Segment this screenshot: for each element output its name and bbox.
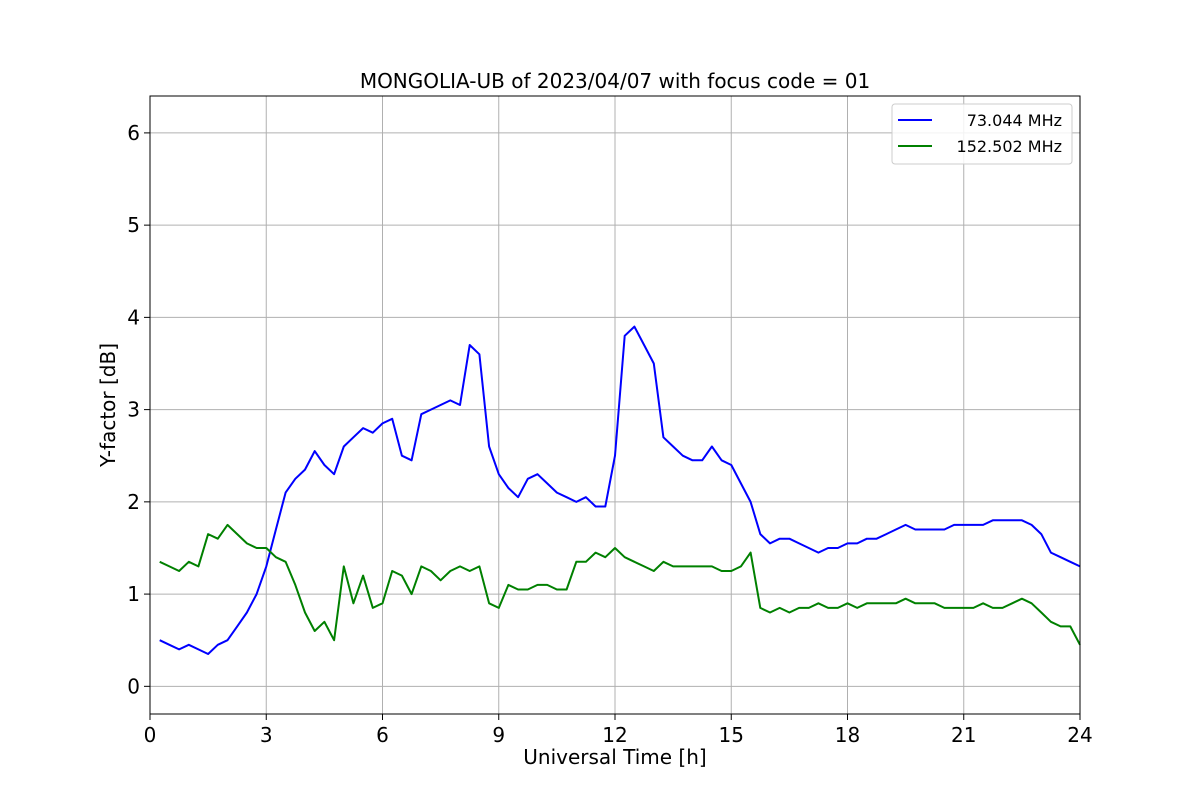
x-tick-label: 6 (376, 723, 389, 747)
x-tick-label: 24 (1067, 723, 1092, 747)
y-tick-label: 2 (127, 490, 140, 514)
x-tick-label: 21 (951, 723, 976, 747)
chart-title: MONGOLIA-UB of 2023/04/07 with focus cod… (360, 69, 870, 93)
x-axis-label: Universal Time [h] (523, 745, 706, 769)
y-axis-label: Y-factor [dB] (96, 343, 120, 468)
x-tick-label: 0 (144, 723, 157, 747)
legend-label: 73.044 MHz (967, 111, 1062, 130)
series-line-2 (159, 523, 1081, 646)
series-line-1 (159, 325, 1081, 655)
x-tick-label: 3 (260, 723, 273, 747)
y-tick-label: 4 (127, 305, 140, 329)
y-tick-label: 1 (127, 582, 140, 606)
x-tick-label: 15 (719, 723, 744, 747)
legend-box (891, 103, 1073, 165)
y-tick-label: 3 (127, 398, 140, 422)
legend: 73.044 MHz 152.502 MHz (891, 103, 1073, 165)
y-tick-label: 5 (127, 213, 140, 237)
y-tick-label: 0 (127, 674, 140, 698)
y-tick-label: 6 (127, 121, 140, 145)
x-tick-label: 12 (602, 723, 627, 747)
x-tick-label: 9 (492, 723, 505, 747)
legend-label: 152.502 MHz (957, 137, 1062, 156)
x-tick-label: 18 (835, 723, 860, 747)
series-layer (159, 325, 1081, 655)
